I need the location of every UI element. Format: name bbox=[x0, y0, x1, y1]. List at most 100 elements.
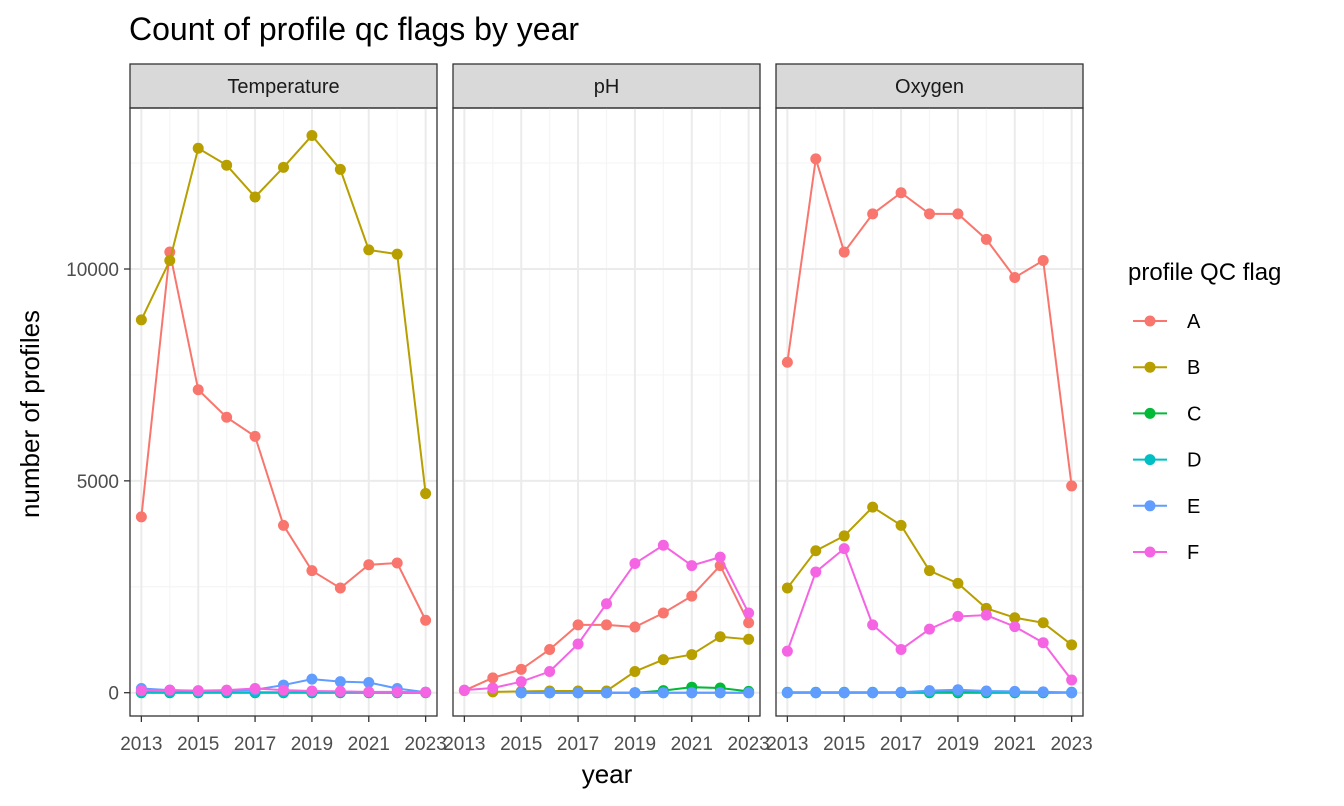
data-point-F bbox=[1009, 621, 1021, 633]
legend-label: D bbox=[1187, 450, 1201, 472]
data-point-F bbox=[391, 686, 403, 698]
data-point-B bbox=[629, 666, 641, 678]
data-point-A bbox=[420, 614, 432, 626]
data-point-E bbox=[1066, 687, 1078, 699]
data-point-E bbox=[980, 685, 992, 697]
data-point-A bbox=[895, 187, 907, 199]
data-point-A bbox=[334, 582, 346, 594]
data-point-F bbox=[686, 560, 698, 572]
data-point-B bbox=[781, 582, 793, 594]
data-point-F bbox=[810, 566, 822, 578]
y-tick-label: 10000 bbox=[66, 260, 119, 281]
facet-panel-temperature: Temperature 2013 2015 2017 2019 2021 2023 bbox=[120, 63, 447, 755]
x-tick-label: 2021 bbox=[994, 734, 1036, 755]
x-tick-label: 2017 bbox=[234, 734, 276, 755]
data-point-F bbox=[743, 607, 755, 619]
x-tick-label: 2015 bbox=[500, 734, 542, 755]
data-point-B bbox=[1009, 612, 1021, 624]
data-point-F bbox=[192, 685, 204, 697]
data-point-E bbox=[572, 687, 584, 699]
panel-border bbox=[452, 107, 761, 717]
facet-strip bbox=[452, 63, 761, 109]
data-point-E bbox=[601, 687, 612, 699]
data-point-E bbox=[952, 684, 964, 696]
x-tick-label: 2013 bbox=[766, 734, 808, 755]
data-point-F bbox=[1037, 637, 1049, 649]
data-point-B bbox=[810, 545, 822, 557]
data-point-A bbox=[867, 208, 879, 220]
data-point-F bbox=[601, 598, 612, 610]
data-point-E bbox=[743, 687, 755, 699]
data-point-A bbox=[810, 153, 822, 165]
y-tick-label: 0 bbox=[108, 684, 119, 705]
legend-label: B bbox=[1187, 357, 1200, 379]
data-point-E bbox=[781, 687, 793, 699]
data-point-E bbox=[515, 687, 527, 699]
legend-label: F bbox=[1187, 542, 1199, 564]
data-point-A bbox=[686, 590, 698, 602]
data-point-F bbox=[952, 610, 964, 622]
panel-border bbox=[775, 107, 1084, 717]
x-tick-label: 2017 bbox=[557, 734, 599, 755]
y-axis-title: number of profiles bbox=[15, 310, 45, 518]
data-point-E bbox=[544, 687, 556, 699]
data-point-F bbox=[629, 557, 641, 569]
data-point-E bbox=[334, 676, 346, 688]
data-point-F bbox=[544, 666, 556, 678]
facet-strip bbox=[129, 63, 438, 109]
data-point-A bbox=[391, 557, 403, 569]
data-point-A bbox=[1009, 271, 1021, 283]
data-point-A bbox=[980, 233, 992, 245]
chart-title: Count of profile qc flags by year bbox=[129, 11, 579, 47]
data-point-B bbox=[924, 565, 935, 577]
facet-panel-oxygen: Oxygen 2013 2015 2017 2019 2021 2023 bbox=[766, 63, 1093, 755]
legend-item-F: F bbox=[1133, 542, 1199, 564]
data-point-A bbox=[781, 356, 793, 368]
facet-strip-label: Temperature bbox=[227, 76, 339, 98]
data-point-F bbox=[278, 684, 289, 696]
data-point-B bbox=[135, 314, 147, 326]
data-point-F bbox=[420, 686, 432, 698]
legend-item-E: E bbox=[1133, 496, 1200, 518]
legend-key-point bbox=[1144, 315, 1156, 327]
data-point-A bbox=[487, 672, 499, 684]
data-point-F bbox=[1066, 674, 1078, 686]
data-point-A bbox=[1037, 255, 1049, 267]
legend-item-A: A bbox=[1133, 311, 1201, 333]
x-tick-label: 2023 bbox=[727, 734, 769, 755]
legend-title: profile QC flag bbox=[1128, 259, 1281, 286]
data-point-B bbox=[391, 248, 403, 260]
data-point-E bbox=[1037, 686, 1049, 698]
legend-label: E bbox=[1187, 496, 1200, 518]
data-point-F bbox=[334, 685, 346, 697]
data-point-A bbox=[135, 511, 147, 523]
data-point-E bbox=[363, 677, 375, 689]
data-point-A bbox=[572, 619, 584, 631]
data-point-E bbox=[895, 686, 907, 698]
data-point-E bbox=[306, 673, 318, 685]
y-tick-label: 5000 bbox=[77, 472, 119, 493]
data-point-A bbox=[743, 617, 755, 629]
data-point-B bbox=[657, 654, 669, 666]
data-point-A bbox=[363, 559, 375, 571]
legend-item-C: C bbox=[1133, 403, 1201, 425]
data-point-A bbox=[952, 208, 964, 220]
data-point-B bbox=[306, 130, 318, 142]
legend-key-point bbox=[1144, 454, 1156, 466]
data-point-B bbox=[164, 255, 176, 267]
data-point-B bbox=[420, 488, 432, 500]
x-tick-label: 2021 bbox=[348, 734, 390, 755]
legend-item-D: D bbox=[1133, 450, 1201, 472]
x-tick-label: 2023 bbox=[1050, 734, 1092, 755]
data-point-E bbox=[657, 687, 669, 699]
data-point-B bbox=[743, 633, 755, 645]
x-tick-label: 2015 bbox=[823, 734, 865, 755]
x-axis-title: year bbox=[582, 759, 633, 789]
data-point-E bbox=[924, 685, 935, 697]
data-point-A bbox=[278, 519, 289, 531]
panel-border bbox=[129, 107, 438, 717]
legend-key-point bbox=[1144, 500, 1156, 512]
data-point-F bbox=[714, 551, 726, 563]
data-point-F bbox=[164, 684, 176, 696]
